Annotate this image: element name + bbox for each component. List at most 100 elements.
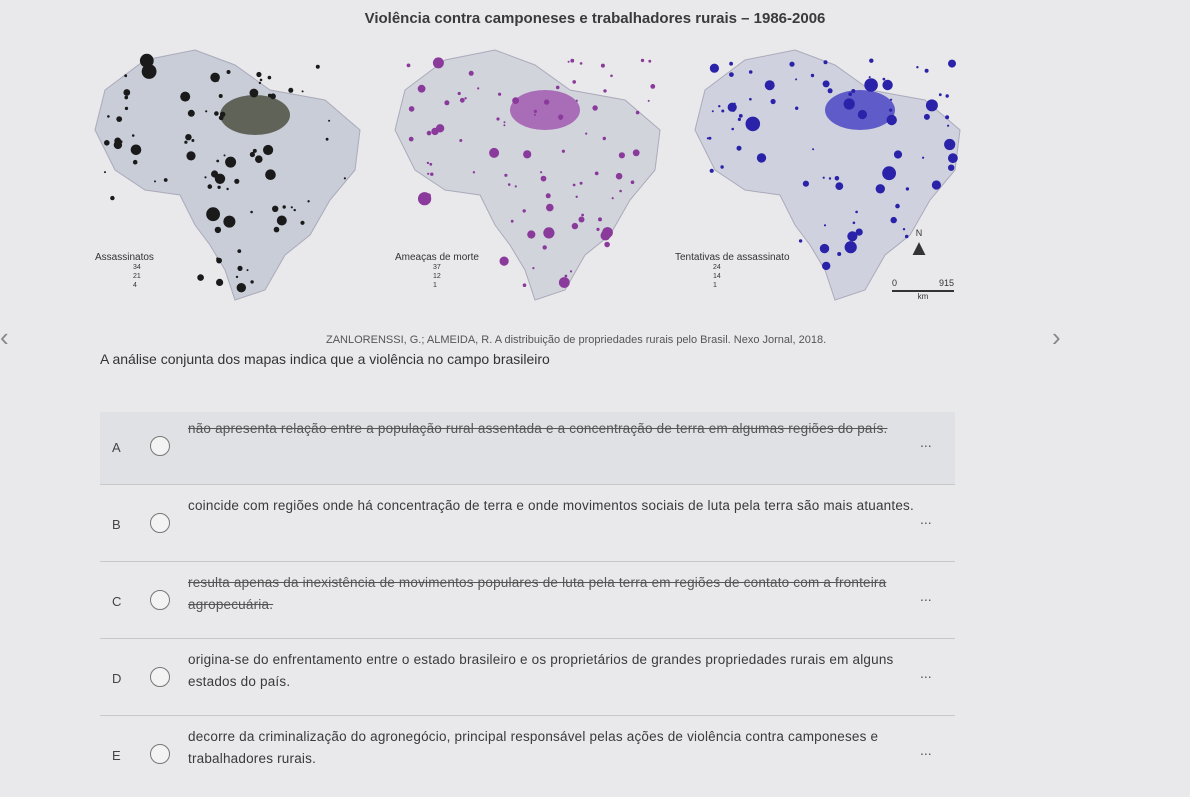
legend-title: Assassinatos [95,252,154,263]
map-dot [489,147,500,158]
map-dot [822,80,830,88]
map-dot [218,94,223,98]
map-dot [207,184,213,189]
map-dot [718,105,721,108]
option-radio[interactable] [150,667,170,687]
next-arrow-icon[interactable]: › [1052,322,1061,352]
map-dot [276,215,287,226]
map-dot [249,88,259,98]
map-dot [206,207,220,222]
map-dot [764,80,775,91]
option-e[interactable]: E decorre da criminalização do agronegóc… [100,720,955,792]
option-radio[interactable] [150,590,170,610]
option-a[interactable]: A não apresenta relação entre a populaçã… [100,412,955,485]
map-dot [922,156,925,159]
map-dot [418,192,432,206]
map-dot [812,148,815,151]
map-dot [216,159,220,163]
option-more-button[interactable]: ... [920,511,932,527]
legend-value-max: 24 [713,264,721,271]
map-dot [925,99,938,112]
legend-value-min: 1 [713,282,717,289]
map-dot [810,73,815,78]
map-dot [721,109,725,113]
map-dot [837,252,842,256]
option-more-button[interactable]: ... [920,742,932,758]
map-dot [430,172,434,176]
map-dot [709,168,714,173]
map-dot [237,249,242,254]
map-dot [948,59,956,68]
map-dot [522,283,527,287]
map-dot [343,177,346,180]
map-dot [545,193,551,199]
option-radio[interactable] [150,513,170,533]
map-dot [184,140,188,144]
option-more-button[interactable]: ... [920,434,932,450]
option-b[interactable]: B coincide com regiões onde há concentra… [100,489,955,562]
option-letter: D [112,671,122,686]
map-dot [948,153,958,164]
map-dot [596,227,600,231]
map-dot [328,119,331,122]
map-dot [822,261,831,271]
maps-figure: Assassinatos 34 21 4 Ameaças de morte 37… [85,30,985,320]
map-dot [727,102,737,112]
map-dot [579,62,583,65]
legend-value-mid: 14 [713,273,721,280]
map-dot [579,181,583,185]
option-more-button[interactable]: ... [920,588,932,604]
map-dot [464,97,467,100]
map-dot [273,226,280,233]
map-dot [499,256,509,266]
map-dot [834,176,840,181]
map-dot [163,178,168,182]
map-dot [498,92,502,96]
map-dot [564,274,568,278]
map-dot [543,99,550,105]
map-dot [250,280,254,284]
north-arrow: N ▲ [902,228,936,259]
map-dot [948,164,955,171]
map-dot [503,124,506,127]
map-dot [729,61,733,66]
map-dot [890,98,893,101]
map-dot [546,203,554,212]
map-dot [924,68,929,73]
map-dot [868,76,871,79]
option-more-button[interactable]: ... [920,665,932,681]
map-tentativas: Tentativas de assassinato 24 14 1 [675,30,985,320]
map-dot [223,215,236,228]
map-dot [819,243,830,254]
prev-arrow-icon[interactable]: ‹ [0,322,9,352]
option-c[interactable]: C resulta apenas da inexistência de movi… [100,566,955,639]
brazil-map-3 [694,49,961,301]
map-dot [578,216,585,223]
map-dot [886,114,897,126]
map-dot [572,80,576,84]
map-dot [216,257,219,260]
map-dot [619,189,622,193]
option-radio[interactable] [150,436,170,456]
map-dot [600,63,605,68]
map-dot [611,197,614,200]
map-dot [738,114,743,118]
map-dot [214,111,219,116]
map-dot [139,53,154,68]
option-d[interactable]: D origina-se do enfrentamento entre o es… [100,643,955,716]
north-label: N [915,228,923,238]
map-dot [795,78,798,81]
map-dot [282,205,286,209]
map-dot [559,117,563,120]
map-dot [835,182,844,191]
option-radio[interactable] [150,744,170,764]
map-dot [945,94,949,98]
map-dot [575,99,578,102]
map-dot [569,270,573,273]
page-title: Violência contra camponeses e trabalhado… [364,10,826,27]
map-dot [543,227,555,239]
map-dot [432,57,444,69]
map-dot [457,91,461,96]
map-dot [708,136,712,140]
map-dot [293,208,296,212]
